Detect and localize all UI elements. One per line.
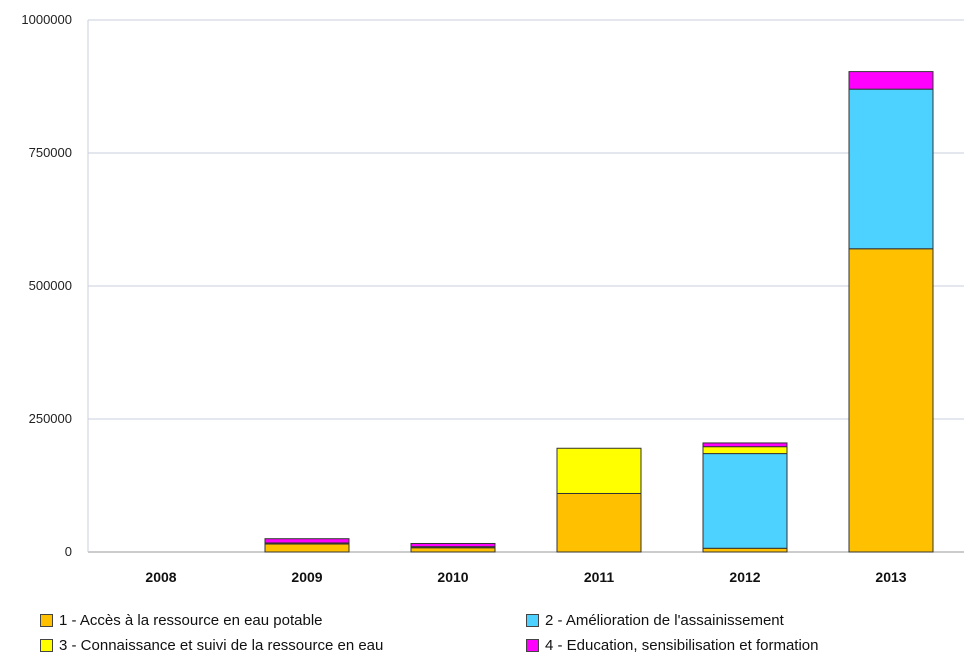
bar-segment [556, 492, 642, 553]
x-tick-label: 2010 [437, 569, 468, 585]
bar-segment [848, 88, 934, 250]
legend-item-4: 4 - Education, sensibilisation et format… [526, 637, 818, 654]
bar-segment [410, 542, 496, 548]
legend-swatch-3 [40, 639, 53, 652]
stacked-bar-chart: 0 250000 500000 750000 1000000 2008 2009 2010 20… [21, 12, 964, 585]
legend-label-4: 4 - Education, sensibilisation et format… [545, 637, 819, 654]
legend-swatch-1 [40, 614, 53, 627]
bar-segment [702, 547, 788, 553]
legend-swatch-2 [526, 614, 539, 627]
y-tick-label: 500000 [29, 278, 72, 293]
bar-segment [702, 442, 788, 448]
legend-label-2: 2 - Amélioration de l'assainissement [545, 612, 784, 629]
bar-segment [410, 547, 496, 553]
bar-segment [556, 447, 642, 494]
legend-label-3: 3 - Connaissance et suivi de la ressourc… [59, 637, 384, 654]
y-tick-label: 250000 [29, 411, 72, 426]
bar-segment [702, 453, 788, 549]
legend-swatch-4 [526, 639, 539, 652]
bar-segment [848, 248, 934, 553]
x-tick-label: 2013 [875, 569, 906, 585]
x-tick-label: 2009 [291, 569, 322, 585]
x-tick-label: 2011 [584, 569, 615, 585]
legend-label-1: 1 - Accès à la ressource en eau potable [59, 612, 323, 629]
x-tick-label: 2008 [145, 569, 176, 585]
y-tick-label: 0 [65, 544, 72, 559]
legend-item-3: 3 - Connaissance et suivi de la ressourc… [40, 637, 383, 654]
bar-segment [702, 446, 788, 455]
bar-segment [264, 538, 350, 544]
y-tick-label: 750000 [29, 145, 72, 160]
legend-item-1: 1 - Accès à la ressource en eau potable [40, 612, 323, 629]
bar-segment [848, 71, 934, 90]
legend-item-2: 2 - Amélioration de l'assainissement [526, 612, 784, 629]
y-tick-label: 1000000 [21, 12, 72, 27]
x-tick-label: 2012 [729, 569, 760, 585]
bar-segment [264, 543, 350, 553]
